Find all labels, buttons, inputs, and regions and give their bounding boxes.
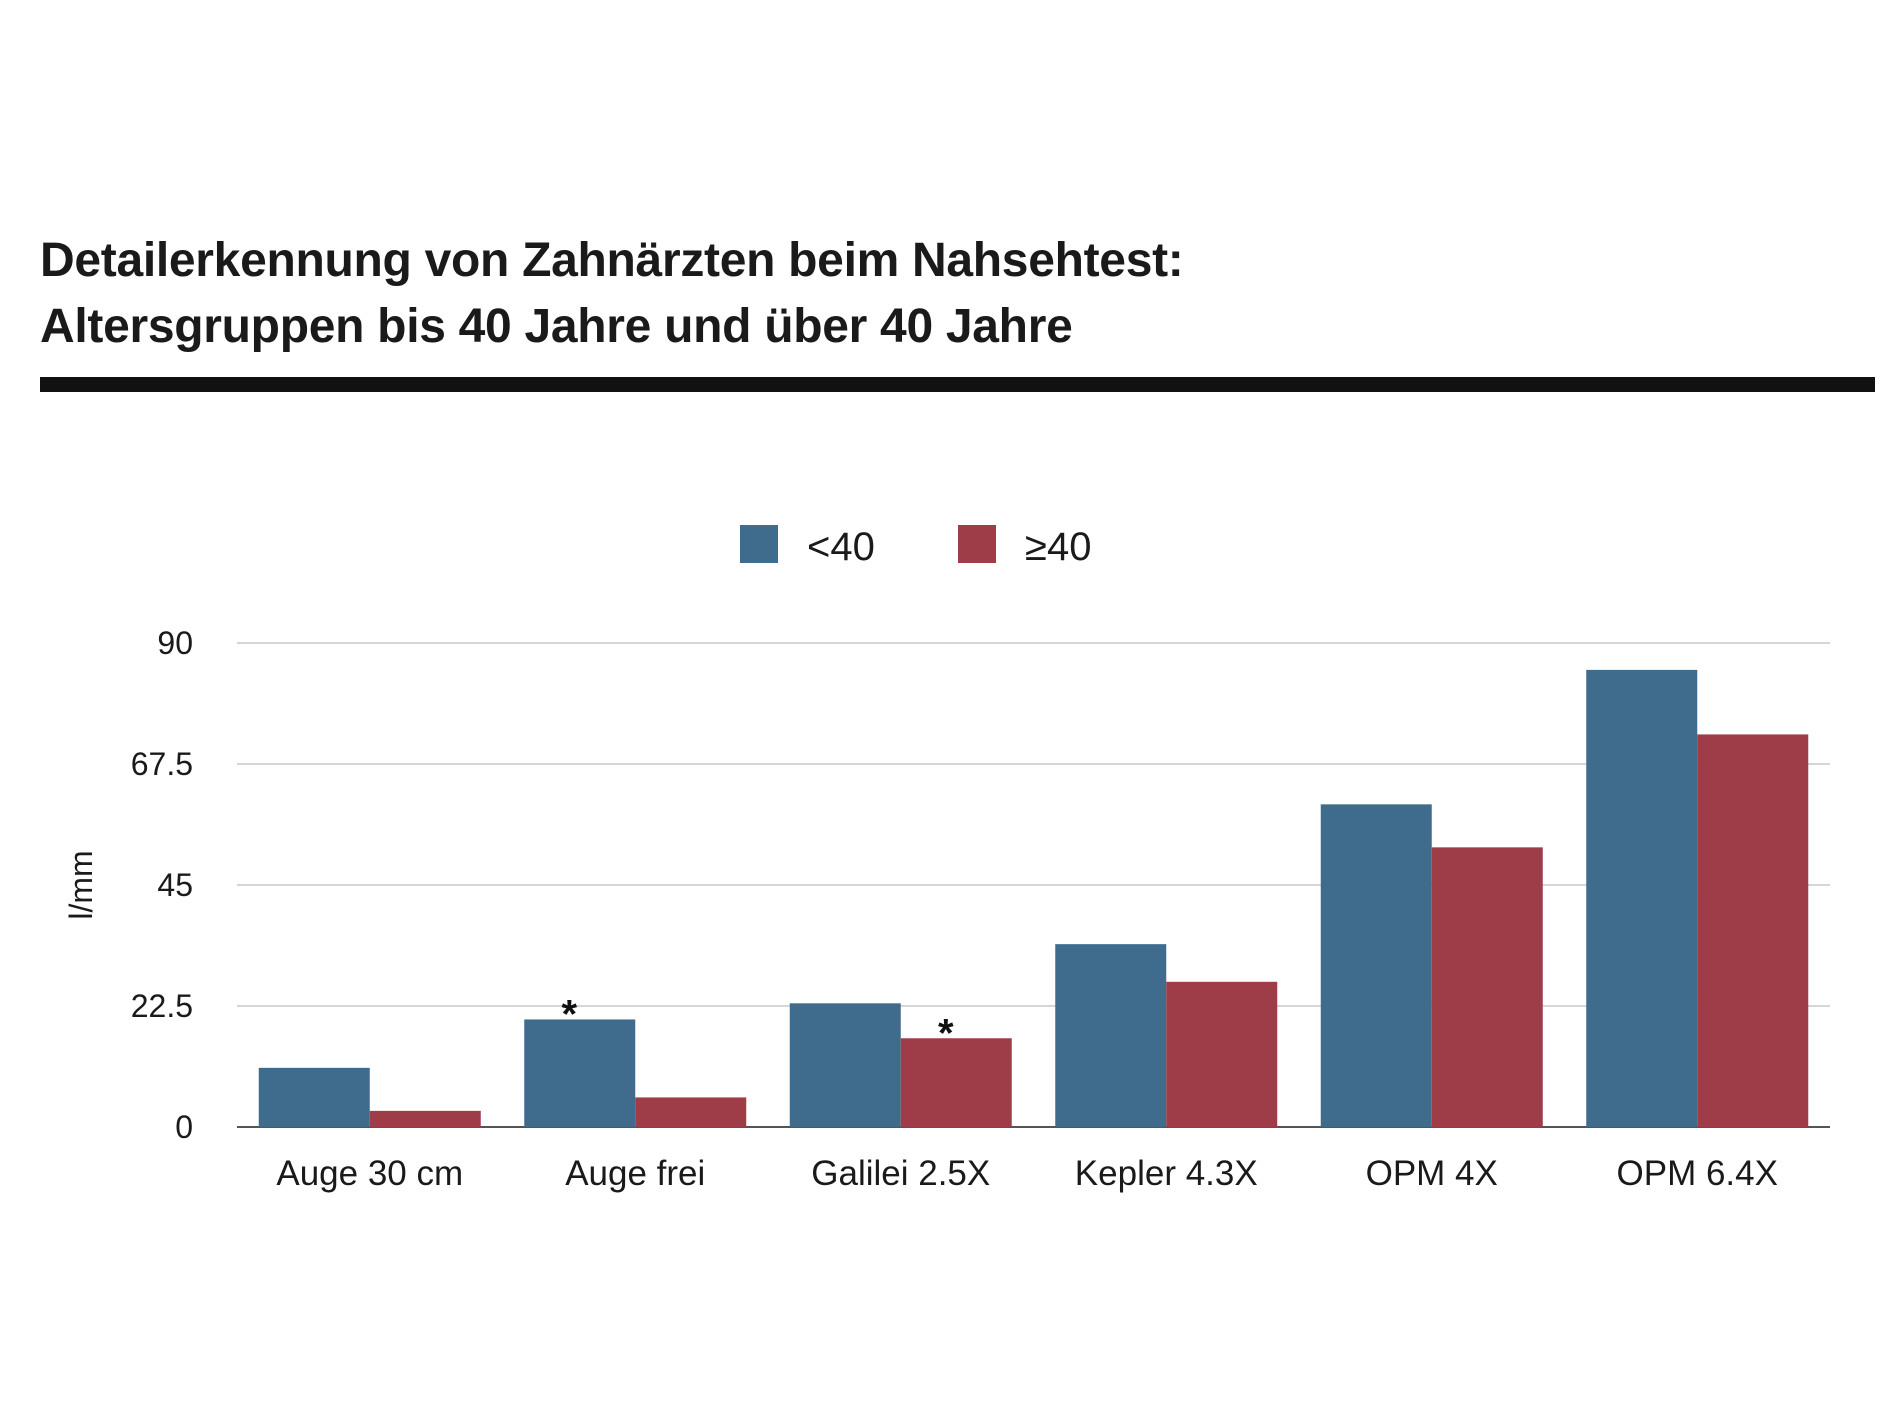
legend-swatch-under-40 <box>740 525 778 563</box>
x-category-label: Kepler 4.3X <box>1075 1154 1258 1193</box>
x-category-label: OPM 4X <box>1366 1154 1498 1193</box>
chart-title: Detailerkennung von Zahnärzten beim Nahs… <box>40 228 1860 360</box>
y-tick-label: 22.5 <box>131 988 193 1024</box>
bar-under-40 <box>258 1067 370 1127</box>
y-tick-label: 45 <box>157 867 193 903</box>
bar-40-plus <box>1166 981 1278 1127</box>
legend-label-under-40: <40 <box>807 525 875 569</box>
x-category-label: Auge 30 cm <box>276 1154 463 1193</box>
chart-title-line-1: Detailerkennung von Zahnärzten beim Nahs… <box>40 234 1184 287</box>
bar-under-40 <box>789 1003 901 1127</box>
y-tick-label: 0 <box>175 1109 193 1145</box>
bar-under-40 <box>1586 669 1698 1127</box>
y-tick-label: 67.5 <box>131 746 193 782</box>
bar-under-40 <box>1320 804 1432 1127</box>
y-axis-title: l/mm <box>63 850 99 919</box>
bar-40-plus <box>369 1110 481 1127</box>
y-tick-label: 90 <box>157 625 193 661</box>
significance-asterisk: * <box>561 992 577 1036</box>
bar-under-40 <box>524 1019 636 1127</box>
bar-40-plus <box>635 1097 747 1127</box>
bar-40-plus <box>1431 847 1543 1127</box>
chart-title-line-2: Altersgruppen bis 40 Jahre und über 40 J… <box>40 300 1073 353</box>
legend-swatch-40-plus <box>958 525 996 563</box>
bar-40-plus <box>1697 734 1809 1127</box>
x-category-label: Galilei 2.5X <box>811 1154 990 1193</box>
x-category-label: OPM 6.4X <box>1617 1154 1778 1193</box>
bar-under-40 <box>1055 944 1167 1127</box>
title-divider-rule <box>40 377 1875 392</box>
x-category-label: Auge frei <box>565 1154 705 1193</box>
bar-40-plus <box>900 1038 1012 1127</box>
significance-asterisk: * <box>938 1011 954 1055</box>
legend-label-40-plus: ≥40 <box>1025 525 1091 569</box>
